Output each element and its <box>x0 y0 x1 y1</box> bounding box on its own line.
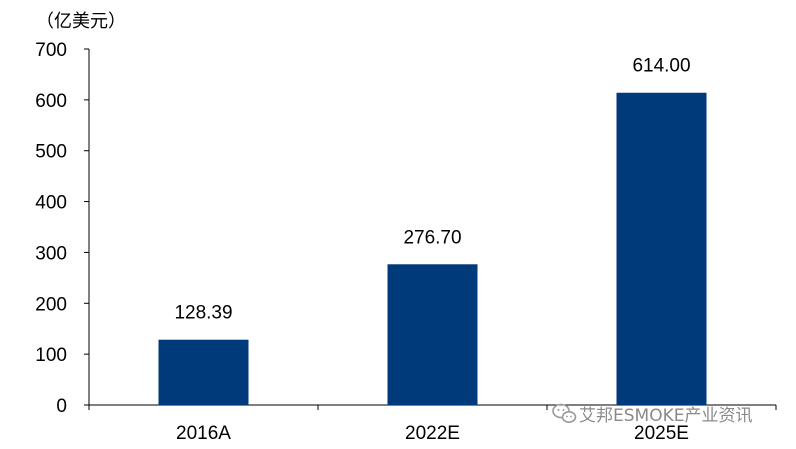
x-tick-label: 2016A <box>176 423 231 444</box>
y-tick-label: 200 <box>35 294 67 315</box>
y-tick-label: 100 <box>35 345 67 366</box>
y-tick-label: 700 <box>35 40 67 61</box>
bar <box>616 92 707 405</box>
x-tick-label: 2025E <box>634 423 689 444</box>
data-label: 614.00 <box>632 56 690 77</box>
unit-label: （亿美元） <box>36 11 126 32</box>
data-label: 276.70 <box>403 227 461 248</box>
watermark-text: 艾邦ESMOKE产业资讯 <box>579 406 752 426</box>
y-tick-label: 400 <box>35 193 67 214</box>
y-tick-label: 500 <box>35 142 67 163</box>
bar <box>158 339 249 405</box>
watermark: 艾邦ESMOKE产业资讯 <box>552 403 752 426</box>
data-label: 128.39 <box>174 303 232 324</box>
y-tick-label: 0 <box>56 396 67 417</box>
data-labels: 128.39 276.70 614.00 <box>174 56 690 324</box>
wechat-icon <box>552 403 577 423</box>
y-axis: 0 100 200 300 400 500 600 700 <box>35 40 90 417</box>
bars <box>158 92 707 405</box>
bar <box>387 264 478 405</box>
y-tick-label: 300 <box>35 243 67 264</box>
y-tick-label: 600 <box>35 91 67 112</box>
x-tick-label: 2022E <box>405 423 460 444</box>
